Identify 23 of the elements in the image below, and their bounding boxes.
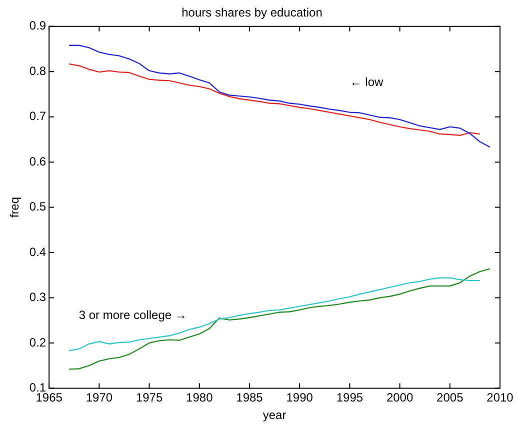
y-axis-title: freq	[8, 196, 22, 218]
x-tick-label: 1970	[86, 390, 113, 405]
x-tick-label: 1995	[336, 390, 364, 405]
x-tick-label: 2005	[436, 390, 464, 405]
x-tick-label: 2000	[386, 390, 414, 405]
x-tick-label: 1985	[236, 390, 264, 405]
y-tick-label: 0.9	[29, 18, 46, 33]
y-tick-label: 0.4	[29, 244, 46, 259]
x-tick-label: 1990	[286, 390, 314, 405]
y-tick-label: 0.6	[29, 154, 46, 168]
annotation: 3 or more college →	[78, 308, 187, 322]
y-tick-label: 0.2	[29, 335, 46, 350]
y-tick-label: 0.8	[29, 64, 46, 78]
x-tick-label: 1980	[186, 390, 214, 405]
y-tick-label: 0.7	[29, 109, 46, 124]
x-axis-title: year	[262, 408, 286, 422]
x-tick-label: 2010	[486, 390, 514, 405]
y-tick-label: 0.3	[29, 290, 46, 304]
annotation: ← low	[350, 74, 384, 89]
y-tick-label: 0.5	[29, 200, 46, 214]
x-tick-label: 1965	[36, 390, 63, 405]
chart-title: hours shares by education	[182, 6, 322, 20]
x-tick-label: 1975	[136, 390, 163, 405]
